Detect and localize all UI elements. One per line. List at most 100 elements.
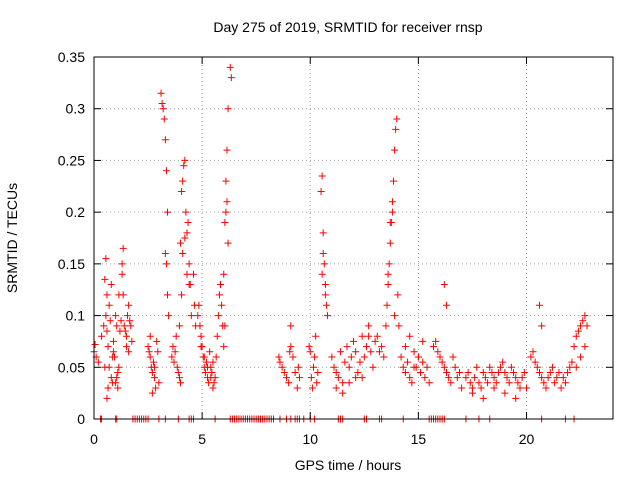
data-point bbox=[399, 363, 407, 371]
data-point bbox=[330, 363, 338, 371]
data-point bbox=[477, 384, 485, 392]
data-point bbox=[343, 343, 351, 351]
data-point bbox=[533, 363, 541, 371]
data-point bbox=[178, 187, 186, 195]
data-point bbox=[146, 353, 154, 361]
data-point bbox=[172, 332, 180, 340]
data-point bbox=[453, 374, 461, 382]
data-point bbox=[115, 363, 123, 371]
data-point bbox=[430, 343, 438, 351]
data-point bbox=[117, 317, 125, 325]
data-point bbox=[148, 389, 156, 397]
data-point bbox=[217, 281, 225, 289]
data-point bbox=[128, 337, 136, 345]
data-point bbox=[458, 384, 466, 392]
data-point bbox=[102, 255, 110, 263]
data-point bbox=[354, 368, 362, 376]
data-point bbox=[516, 384, 524, 392]
data-point bbox=[345, 379, 353, 387]
data-point bbox=[350, 337, 357, 345]
data-point bbox=[375, 348, 383, 356]
grid-lines bbox=[94, 57, 613, 419]
data-point bbox=[291, 368, 299, 376]
data-point bbox=[174, 368, 182, 376]
data-point bbox=[178, 291, 186, 299]
data-point bbox=[471, 374, 479, 382]
data-point bbox=[365, 322, 373, 330]
data-point bbox=[175, 374, 183, 382]
data-point bbox=[423, 363, 431, 371]
data-point bbox=[311, 353, 319, 361]
data-point bbox=[105, 363, 113, 371]
data-point bbox=[308, 384, 316, 392]
data-point bbox=[314, 368, 322, 376]
data-point bbox=[196, 322, 204, 330]
y-axis-label: SRMTID / TECUs bbox=[4, 183, 20, 293]
data-point bbox=[221, 322, 229, 330]
data-point bbox=[104, 384, 112, 392]
data-point bbox=[124, 312, 132, 320]
data-point bbox=[564, 368, 572, 376]
data-point bbox=[208, 368, 216, 376]
data-point bbox=[317, 187, 325, 195]
data-point bbox=[466, 379, 474, 387]
data-point bbox=[207, 374, 215, 382]
data-point bbox=[388, 198, 396, 206]
data-point bbox=[438, 358, 446, 366]
data-point bbox=[103, 394, 111, 402]
data-point bbox=[127, 322, 135, 330]
data-point bbox=[213, 332, 221, 340]
data-point bbox=[384, 270, 392, 278]
data-point bbox=[559, 374, 567, 382]
data-point bbox=[294, 363, 302, 371]
data-point bbox=[162, 260, 170, 268]
data-point bbox=[551, 379, 559, 387]
data-point bbox=[158, 100, 166, 108]
x-tick-label: 15 bbox=[411, 431, 427, 447]
data-point bbox=[401, 343, 409, 351]
y-tick-label: 0.3 bbox=[66, 101, 86, 117]
data-point bbox=[157, 89, 165, 97]
data-point bbox=[373, 332, 381, 340]
data-point bbox=[125, 301, 133, 309]
data-points bbox=[90, 63, 591, 423]
data-point bbox=[352, 374, 360, 382]
data-point bbox=[369, 363, 377, 371]
data-point bbox=[149, 358, 157, 366]
data-point bbox=[475, 379, 483, 387]
data-point bbox=[479, 394, 487, 402]
data-point bbox=[113, 322, 121, 330]
data-point bbox=[275, 353, 283, 361]
data-point bbox=[566, 363, 574, 371]
data-point bbox=[510, 368, 518, 376]
data-point bbox=[395, 322, 403, 330]
data-point bbox=[390, 177, 398, 185]
data-point bbox=[523, 384, 530, 392]
data-point bbox=[322, 301, 330, 309]
data-point bbox=[324, 312, 332, 320]
data-point bbox=[577, 353, 585, 361]
data-point bbox=[285, 379, 293, 387]
data-point bbox=[121, 327, 129, 335]
data-point bbox=[221, 218, 229, 226]
data-point bbox=[125, 348, 133, 356]
data-point bbox=[118, 260, 126, 268]
data-point bbox=[145, 348, 153, 356]
data-point bbox=[404, 358, 412, 366]
data-point bbox=[218, 301, 226, 309]
data-point bbox=[328, 353, 336, 361]
data-point bbox=[223, 198, 231, 206]
data-point bbox=[490, 384, 498, 392]
data-point bbox=[212, 353, 220, 361]
y-tick-label: 0.15 bbox=[58, 256, 85, 272]
data-point bbox=[514, 379, 522, 387]
data-point bbox=[295, 374, 303, 382]
x-axis-label: GPS time / hours bbox=[295, 457, 402, 473]
data-point bbox=[206, 348, 214, 356]
data-point bbox=[432, 337, 440, 345]
data-point bbox=[200, 353, 208, 361]
data-point bbox=[538, 322, 546, 330]
data-point bbox=[119, 244, 127, 252]
data-point bbox=[406, 374, 414, 382]
y-tick-label: 0.2 bbox=[66, 204, 86, 220]
